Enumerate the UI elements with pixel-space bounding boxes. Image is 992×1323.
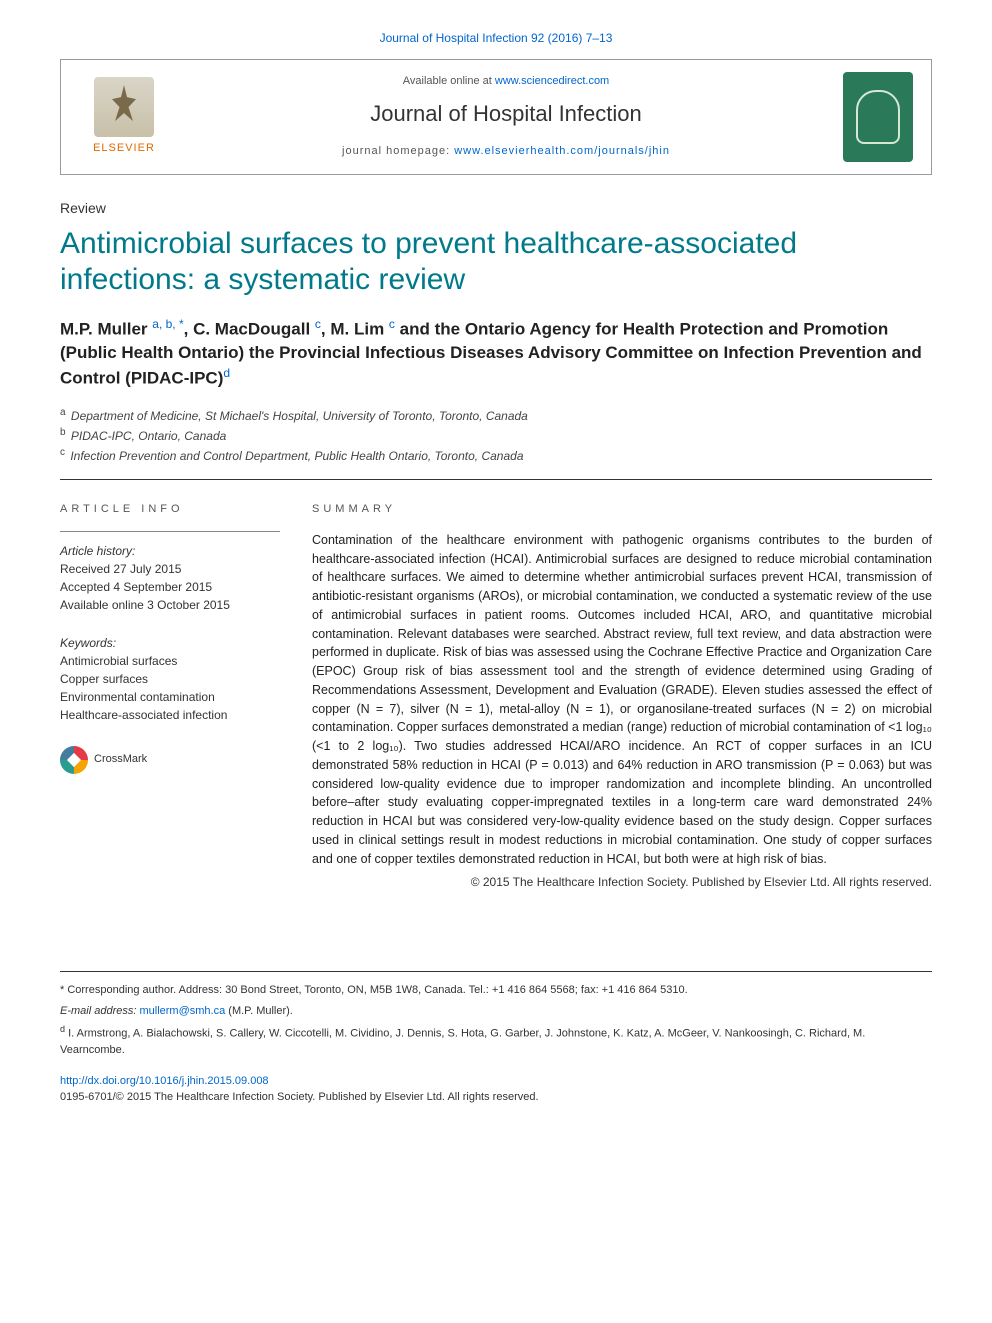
available-prefix: Available online at xyxy=(403,75,495,87)
homepage-prefix: journal homepage: xyxy=(342,145,454,157)
sciencedirect-link[interactable]: www.sciencedirect.com xyxy=(495,75,609,87)
article-history: Article history: Received 27 July 2015 A… xyxy=(60,542,280,614)
info-summary-columns: ARTICLE INFO Article history: Received 2… xyxy=(60,502,932,892)
summary-copyright: © 2015 The Healthcare Infection Society.… xyxy=(312,874,932,891)
header-center: Available online at www.sciencedirect.co… xyxy=(169,74,843,160)
article-title: Antimicrobial surfaces to prevent health… xyxy=(60,226,932,298)
affiliation: a Department of Medicine, St Michael's H… xyxy=(60,405,932,425)
citation-line: Journal of Hospital Infection 92 (2016) … xyxy=(60,30,932,47)
doi-link[interactable]: http://dx.doi.org/10.1016/j.jhin.2015.09… xyxy=(60,1075,269,1087)
online-date: Available online 3 October 2015 xyxy=(60,596,280,614)
affiliation: c Infection Prevention and Control Depar… xyxy=(60,445,932,465)
email-line: E-mail address: mullerm@smh.ca (M.P. Mul… xyxy=(60,1003,932,1020)
footnotes-block: * Corresponding author. Address: 30 Bond… xyxy=(60,971,932,1059)
article-type: Review xyxy=(60,199,932,219)
publisher-logo-block: ELSEVIER xyxy=(79,77,169,156)
article-info-column: ARTICLE INFO Article history: Received 2… xyxy=(60,502,280,892)
article-info-heading: ARTICLE INFO xyxy=(60,502,280,517)
email-suffix: (M.P. Muller). xyxy=(225,1005,293,1017)
authors-line: M.P. Muller a, b, *, C. MacDougall c, M.… xyxy=(60,316,932,390)
history-label: Article history: xyxy=(60,542,280,560)
summary-body: Contamination of the healthcare environm… xyxy=(312,531,932,869)
divider xyxy=(60,531,280,532)
corresponding-author-note: * Corresponding author. Address: 30 Bond… xyxy=(60,982,932,999)
keywords-block: Keywords: Antimicrobial surfacesCopper s… xyxy=(60,634,280,724)
publisher-label: ELSEVIER xyxy=(93,141,155,156)
available-online-line: Available online at www.sciencedirect.co… xyxy=(169,74,843,89)
keyword-item: Copper surfaces xyxy=(60,670,280,688)
journal-cover-icon xyxy=(843,72,913,162)
crossmark-badge-block[interactable]: CrossMark xyxy=(60,746,280,774)
keyword-item: Antimicrobial surfaces xyxy=(60,652,280,670)
summary-column: SUMMARY Contamination of the healthcare … xyxy=(312,502,932,892)
accepted-date: Accepted 4 September 2015 xyxy=(60,578,280,596)
keyword-item: Environmental contamination xyxy=(60,688,280,706)
journal-name: Journal of Hospital Infection xyxy=(169,99,843,130)
email-link[interactable]: mullerm@smh.ca xyxy=(139,1005,225,1017)
citation-link[interactable]: Journal of Hospital Infection 92 (2016) … xyxy=(380,31,613,45)
summary-heading: SUMMARY xyxy=(312,502,932,517)
crossmark-icon xyxy=(60,746,88,774)
footnote-d: d I. Armstrong, A. Bialachowski, S. Call… xyxy=(60,1023,932,1059)
journal-homepage-link[interactable]: www.elsevierhealth.com/journals/jhin xyxy=(454,145,670,157)
divider xyxy=(60,479,932,480)
doi-block: http://dx.doi.org/10.1016/j.jhin.2015.09… xyxy=(60,1073,932,1106)
issn-copyright-line: 0195-6701/© 2015 The Healthcare Infectio… xyxy=(60,1089,932,1106)
keywords-label: Keywords: xyxy=(60,634,280,652)
affiliation: b PIDAC-IPC, Ontario, Canada xyxy=(60,425,932,445)
affiliations-block: a Department of Medicine, St Michael's H… xyxy=(60,405,932,465)
crossmark-label: CrossMark xyxy=(94,752,147,767)
received-date: Received 27 July 2015 xyxy=(60,560,280,578)
email-label: E-mail address: xyxy=(60,1005,139,1017)
keyword-item: Healthcare-associated infection xyxy=(60,706,280,724)
journal-header: ELSEVIER Available online at www.science… xyxy=(60,59,932,175)
elsevier-tree-icon xyxy=(94,77,154,137)
journal-homepage-line: journal homepage: www.elsevierhealth.com… xyxy=(169,144,843,159)
